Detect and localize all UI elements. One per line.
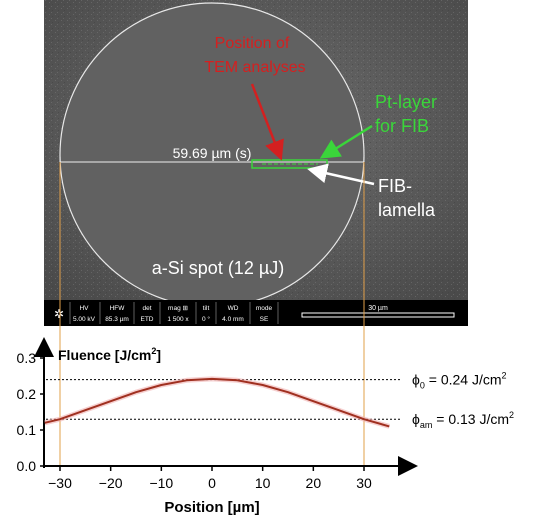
y-tick-label: 0.2 (17, 386, 37, 402)
reference-line-label: ϕam = 0.13 J/cm2 (412, 410, 514, 430)
x-tick-label: 10 (255, 475, 271, 491)
y-ticks: 0.0 0.1 0.2 0.3 (17, 350, 44, 474)
diameter-label: 59.69 µm (s) (173, 145, 252, 161)
mode-value: SE (260, 316, 269, 323)
wd-label: WD (228, 305, 239, 312)
x-tick-label: 0 (208, 475, 216, 491)
scalebar (301, 312, 455, 318)
tem-label-line1: Position of (215, 35, 290, 52)
x-tick-label: −20 (99, 475, 123, 491)
mag-value: 1 500 x (167, 316, 189, 323)
vertical-guides (59, 162, 365, 466)
x-axis-label: Position [µm] (164, 499, 259, 516)
tem-label-line2: TEM analyses (204, 59, 305, 76)
instrument-logo-icon: ✲ (54, 307, 64, 321)
fib-label-line1: FIB- (378, 176, 412, 196)
reference-line-label: ϕ0 = 0.24 J/cm2 (412, 371, 507, 391)
series-layer (44, 376, 390, 429)
tem-arrow (250, 83, 284, 161)
det-value: ETD (141, 316, 154, 323)
y-tick-label: 0.3 (17, 350, 37, 366)
x-tick-label: 20 (306, 475, 322, 491)
y-tick-label: 0.1 (17, 422, 37, 438)
series-line (44, 377, 390, 428)
pt-label-line1: Pt-layer (375, 92, 437, 112)
mode-label: mode (256, 305, 273, 312)
tilt-value: 0 ° (202, 315, 210, 323)
x-tick-label: −30 (48, 475, 72, 491)
hv-label: HV (79, 305, 89, 312)
spot-circle (59, 2, 365, 300)
series-glow (44, 376, 390, 429)
wd-value: 4.0 mm (222, 316, 244, 323)
y-axis-label: Fluence [J/cm2] (58, 346, 161, 363)
fib-label-line2: lamella (378, 200, 436, 220)
y-tick-label: 0.0 (17, 458, 37, 474)
hfw-label: HFW (110, 305, 126, 312)
hfw-value: 85.3 µm (105, 316, 129, 323)
fluence-chart: 0.0 0.1 0.2 0.3 −30 −20 −10 0 10 20 30 ϕ0 = 0.24 … (17, 337, 514, 516)
scalebar-label: 30 µm (368, 305, 388, 312)
hv-value: 5.00 kV (73, 316, 96, 323)
pt-arrow (319, 124, 373, 159)
tilt-label: tilt (203, 305, 210, 312)
det-label: det (142, 305, 151, 312)
spot-label: a-Si spot (12 µJ) (152, 258, 284, 278)
mag-label: mag ⊞ (168, 305, 188, 312)
x-ticks: −30 −20 −10 0 10 20 30 (48, 466, 372, 491)
x-tick-label: 30 (356, 475, 372, 491)
pt-label-line2: for FIB (375, 116, 429, 136)
x-tick-label: −10 (149, 475, 173, 491)
sem-databar: ✲ HV 5.00 kV HFW 85.3 µm det ETD mag ⊞ 1… (44, 300, 468, 326)
sem-image: 59.69 µm (s) Position of TEM analyses Pt… (44, 0, 468, 300)
